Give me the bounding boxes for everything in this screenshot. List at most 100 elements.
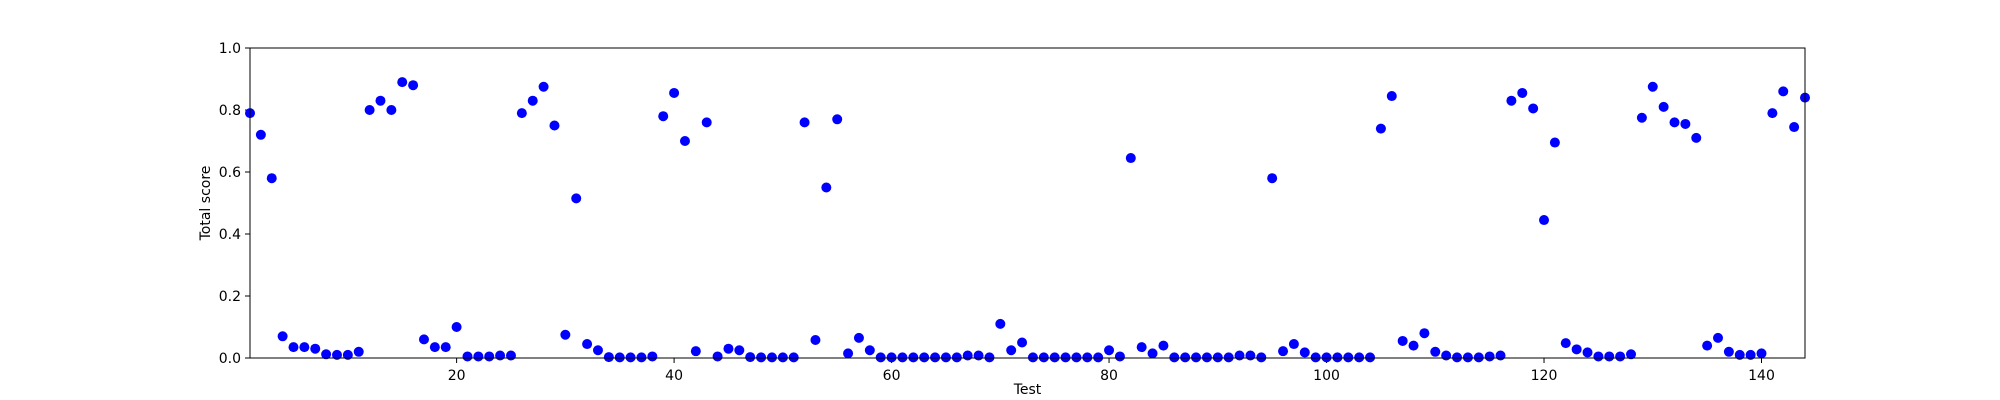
data-point: [1691, 132, 1702, 143]
data-point: [1223, 352, 1234, 363]
y-axis-label: Total score: [198, 166, 214, 242]
data-point: [1495, 350, 1506, 361]
data-point: [1049, 352, 1060, 363]
data-point: [908, 352, 919, 363]
data-point: [930, 352, 941, 363]
data-point: [1441, 350, 1452, 361]
data-point: [1571, 344, 1582, 355]
data-point: [603, 352, 614, 363]
data-point: [1484, 351, 1495, 362]
data-point: [614, 352, 625, 363]
data-point: [1452, 352, 1463, 363]
data-point: [1386, 91, 1397, 102]
data-point: [1375, 123, 1386, 134]
data-point: [843, 348, 854, 359]
data-point: [1680, 118, 1691, 129]
data-points: [245, 77, 1810, 363]
data-point: [1528, 103, 1539, 114]
x-axis-label: Test: [1013, 382, 1042, 398]
data-point: [364, 105, 375, 115]
data-point: [756, 352, 767, 363]
data-point: [527, 95, 538, 106]
data-point: [940, 352, 951, 363]
data-point: [984, 352, 995, 363]
data-point: [1593, 351, 1604, 362]
data-point: [875, 352, 886, 363]
data-point: [1430, 346, 1441, 357]
data-point: [777, 352, 788, 363]
data-point: [658, 111, 669, 122]
data-point: [386, 105, 397, 115]
data-point: [1278, 346, 1289, 357]
data-point: [1136, 342, 1147, 353]
data-point: [1539, 215, 1550, 226]
x-tick-label: 100: [1313, 368, 1340, 384]
x-tick-label: 20: [448, 368, 466, 384]
data-point: [766, 352, 777, 363]
data-point: [440, 342, 451, 353]
data-point: [636, 352, 647, 363]
data-point: [897, 352, 908, 363]
data-point: [1071, 352, 1082, 363]
data-point: [690, 346, 701, 357]
data-point: [832, 114, 843, 125]
data-point: [734, 345, 745, 356]
data-point: [1778, 86, 1789, 97]
data-point: [1006, 345, 1017, 356]
data-point: [712, 351, 723, 362]
data-point: [1343, 352, 1354, 363]
data-point: [853, 332, 864, 343]
data-point: [1082, 352, 1093, 363]
data-point: [1191, 352, 1202, 363]
data-point: [321, 349, 332, 360]
data-point: [1517, 87, 1528, 98]
data-point: [1125, 153, 1136, 164]
data-point: [1354, 352, 1365, 363]
data-point: [864, 345, 875, 356]
data-point: [397, 77, 408, 88]
data-point: [1212, 352, 1223, 363]
data-point: [1365, 352, 1376, 363]
data-point: [375, 95, 386, 106]
data-point: [1114, 351, 1125, 362]
data-point: [1419, 328, 1430, 339]
data-point: [625, 352, 636, 363]
y-tick-label: 0.8: [219, 103, 241, 119]
data-point: [1702, 340, 1713, 351]
data-point: [1180, 352, 1191, 363]
data-point: [1560, 338, 1571, 349]
data-point: [1038, 352, 1049, 363]
data-point: [951, 352, 962, 363]
data-point: [962, 350, 973, 361]
data-point: [266, 173, 277, 184]
data-point: [549, 120, 560, 131]
data-point: [1745, 349, 1756, 360]
data-point: [1549, 137, 1560, 148]
data-point: [1245, 350, 1256, 361]
data-point: [919, 352, 930, 363]
data-point: [679, 136, 690, 146]
data-point: [429, 342, 440, 353]
data-point: [1017, 337, 1028, 348]
data-point: [723, 343, 734, 354]
data-point: [571, 193, 582, 204]
data-point: [1158, 340, 1169, 351]
data-point: [353, 346, 364, 357]
data-point: [1299, 347, 1310, 358]
data-point: [331, 349, 342, 360]
data-point: [1734, 349, 1745, 360]
data-point: [516, 108, 527, 119]
data-point: [788, 352, 799, 363]
data-point: [1615, 351, 1626, 362]
data-point: [1201, 352, 1212, 363]
data-point: [1723, 346, 1734, 357]
data-point: [886, 352, 897, 363]
axis-ticks: 20 40 60 80 100 120 140 0.0 0.2 0.4 0.6 0.8 1.0: [219, 41, 1775, 384]
data-point: [1397, 335, 1408, 346]
data-point: [1267, 173, 1278, 184]
data-point: [277, 331, 288, 342]
data-point: [1408, 340, 1419, 351]
x-tick-label: 80: [1100, 368, 1118, 384]
plot-frame: [249, 47, 1806, 359]
data-point: [1506, 95, 1517, 106]
